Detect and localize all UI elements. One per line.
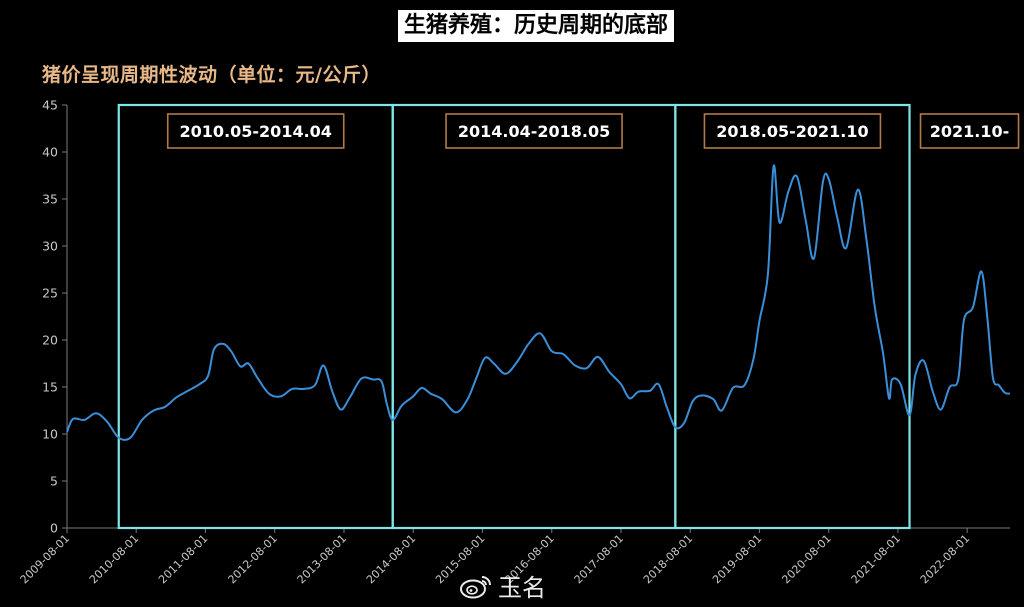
cycle-label-box: [166, 113, 345, 149]
price-series-line: [66, 164, 1011, 441]
watermark-text: 玉名: [498, 574, 546, 602]
page-title: 生猪养殖：历史周期的底部: [398, 10, 675, 42]
cycle-box: [391, 103, 677, 530]
x-tick-label: 2013-08-01: [295, 532, 349, 586]
cycle-label-box: [445, 113, 623, 149]
x-tick-label: 2014-08-01: [364, 532, 418, 586]
cycle-box: [674, 103, 911, 530]
chart-axes: 0 5 10 15 20 25 30 35 40 45 2009-08-01 2010-08-01 20…: [18, 98, 1010, 586]
y-tick-label: 40: [42, 145, 58, 160]
x-tick-label: 2019-08-01: [710, 532, 764, 586]
x-tick-label: 2020-08-01: [779, 532, 833, 586]
y-tick-label: 25: [42, 286, 58, 301]
y-tick-label: 10: [42, 427, 58, 442]
y-tick-label: 45: [42, 98, 58, 113]
plot-area: [66, 164, 1011, 441]
y-tick-label: 0: [50, 521, 58, 536]
x-tick-label: 2021-08-01: [849, 532, 903, 586]
watermark: 玉名: [458, 568, 546, 603]
x-tick-label: 2012-08-01: [226, 532, 280, 586]
cycle-label: 2021.10-: [930, 122, 1010, 141]
cycle-boxes: [117, 103, 911, 530]
cycle-label: 2010.05-2014.04: [180, 122, 332, 141]
y-tick-label: 35: [42, 192, 58, 207]
weibo-icon: [460, 575, 491, 598]
cycle-box: [117, 103, 394, 530]
cycle-label-box: [703, 113, 882, 149]
x-tick-label: 2009-08-01: [18, 532, 72, 586]
x-tick-label: 2022-08-01: [918, 532, 972, 586]
x-tick-label: 2017-08-01: [572, 532, 626, 586]
x-tick-label: 2018-08-01: [641, 532, 695, 586]
y-tick-label: 5: [50, 474, 58, 489]
cycle-label-box: [919, 113, 1020, 149]
x-tick-label: 2011-08-01: [156, 532, 210, 586]
cycle-labels: 2010.05-2014.04 2014.04-2018.05 2018.05-20…: [166, 113, 1020, 149]
chart-subtitle: 猪价呈现周期性波动（单位：元/公斤）: [42, 64, 381, 86]
y-tick-label: 15: [42, 380, 58, 395]
cycle-label: 2014.04-2018.05: [458, 122, 610, 141]
cycle-label: 2018.05-2021.10: [716, 122, 868, 141]
x-tick-label: 2010-08-01: [87, 532, 141, 586]
y-tick-label: 30: [42, 239, 58, 254]
y-tick-label: 20: [42, 333, 58, 348]
